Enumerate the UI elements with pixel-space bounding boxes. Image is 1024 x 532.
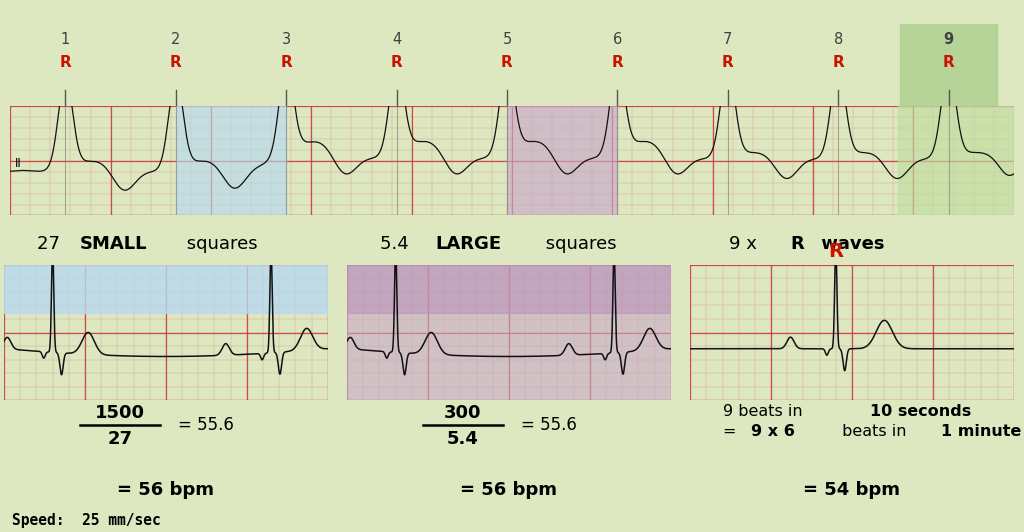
Text: = 54 bpm: = 54 bpm [804, 480, 900, 498]
Text: 27: 27 [37, 235, 66, 253]
Text: =: = [723, 424, 741, 439]
Text: LARGE: LARGE [435, 235, 502, 253]
Text: waves: waves [815, 235, 885, 253]
Text: squares: squares [181, 235, 258, 253]
Text: 4: 4 [392, 32, 401, 47]
Bar [176, 106, 287, 215]
Text: squares: squares [540, 235, 616, 253]
Text: 5.4: 5.4 [446, 430, 479, 448]
Text: SMALL: SMALL [80, 235, 147, 253]
Text: 9 x 6: 9 x 6 [751, 424, 795, 439]
Text: R: R [170, 55, 181, 70]
Text: 6: 6 [612, 32, 622, 47]
Text: 9 x: 9 x [729, 235, 763, 253]
Text: 1500: 1500 [95, 404, 144, 422]
Bar [900, 15, 996, 114]
Text: II: II [15, 157, 22, 170]
Text: R: R [59, 55, 72, 70]
Text: 1 minute: 1 minute [941, 424, 1021, 439]
Text: 2: 2 [171, 32, 180, 47]
Text: = 56 bpm: = 56 bpm [118, 480, 214, 498]
Text: R: R [833, 55, 844, 70]
Bar [4, 265, 328, 313]
Text: 27: 27 [108, 430, 132, 448]
Text: 3: 3 [282, 32, 291, 47]
Text: 9: 9 [943, 32, 953, 47]
Text: 5.4: 5.4 [380, 235, 415, 253]
Text: 5: 5 [503, 32, 512, 47]
Text: R: R [828, 242, 844, 261]
Bar [507, 106, 617, 215]
Text: 300: 300 [444, 404, 481, 422]
Text: beats in: beats in [837, 424, 911, 439]
Text: 10 seconds: 10 seconds [870, 404, 972, 419]
Text: = 55.6: = 55.6 [178, 417, 234, 435]
Text: R: R [943, 55, 954, 70]
Text: = 56 bpm: = 56 bpm [461, 480, 557, 498]
Text: R: R [281, 55, 292, 70]
Text: R: R [391, 55, 402, 70]
Bar [898, 106, 1014, 215]
Text: R: R [791, 235, 804, 253]
Text: 1: 1 [60, 32, 70, 47]
Text: R: R [501, 55, 513, 70]
Text: R: R [611, 55, 624, 70]
Text: R: R [722, 55, 733, 70]
Text: 7: 7 [723, 32, 732, 47]
Text: 9 beats in: 9 beats in [723, 404, 808, 419]
Text: = 55.6: = 55.6 [521, 417, 578, 435]
Text: Speed:  25 mm/sec: Speed: 25 mm/sec [12, 513, 161, 528]
Bar [347, 265, 671, 313]
Text: 8: 8 [834, 32, 843, 47]
